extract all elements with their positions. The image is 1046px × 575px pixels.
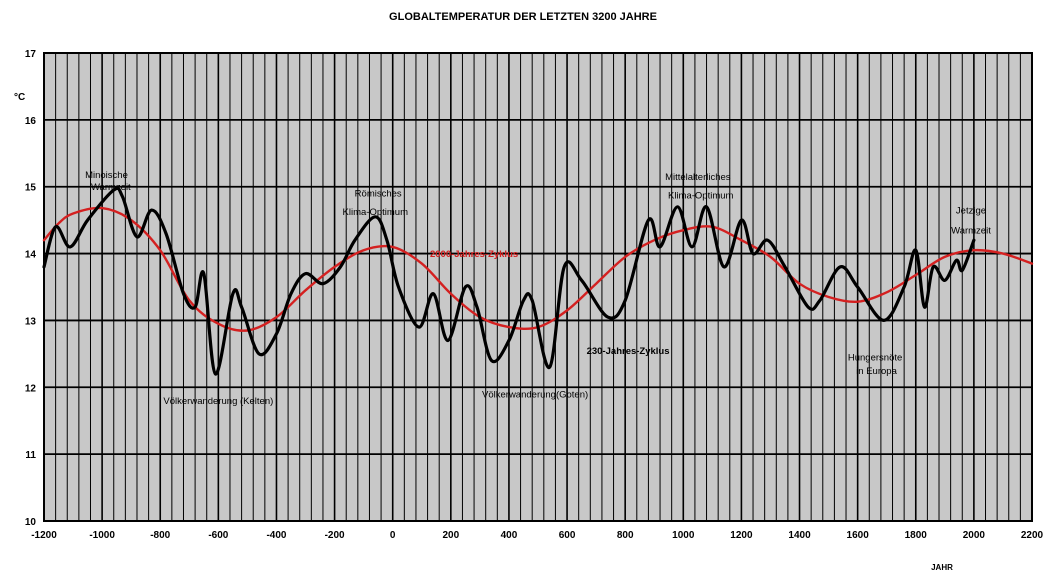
x-tick-label: 1800 (905, 530, 928, 541)
x-axis-label: JAHR (931, 563, 953, 572)
x-tick-label: 1200 (730, 530, 753, 541)
x-tick-label: 1400 (788, 530, 811, 541)
series-line-2000-year-cycle (42, 206, 1034, 332)
x-tick-label: 1000 (672, 530, 695, 541)
annotation-label: Minoische (85, 170, 128, 181)
annotation-label: 230-Jahres-Zyklus (587, 346, 670, 357)
x-tick-label: -1200 (31, 530, 57, 541)
x-tick-labels: -1200 -1000 -800 -600 -400 -200 0 200 400 600 800 1… (31, 530, 1043, 541)
x-tick-label: -600 (208, 530, 228, 541)
annotation-label: Warmzeit (951, 226, 991, 237)
x-tick-label: 2200 (1021, 530, 1044, 541)
annotation-label: Mittelalterliches (665, 172, 731, 183)
y-tick-labels: 10 11 12 13 14 15 16 17 (25, 49, 37, 528)
y-tick-label: 10 (25, 517, 37, 528)
x-tick-label: -400 (266, 530, 286, 541)
annotation-label: Völkerwanderung(Goten) (482, 389, 588, 400)
annotation-label: Warmzeit (91, 182, 131, 193)
x-tick-label: 2000 (963, 530, 986, 541)
y-tick-label: 17 (25, 49, 37, 60)
x-tick-label: 200 (442, 530, 459, 541)
annotation-label: Völkerwanderung (Kelten) (163, 396, 273, 407)
series-layer (42, 186, 1034, 376)
annotation-label: Klima-Optimum (343, 207, 409, 218)
x-tick-label: 0 (390, 530, 396, 541)
y-tick-label: 12 (25, 383, 37, 394)
annotation-label: Jetzige (956, 205, 986, 216)
y-tick-label: 15 (25, 183, 37, 194)
plot-background (44, 53, 1032, 521)
x-tick-label: -800 (150, 530, 170, 541)
x-tick-label: -1000 (89, 530, 115, 541)
chart-title: GLOBALTEMPERATUR DER LETZTEN 3200 JAHRE (389, 11, 657, 23)
annotation-label: Klima-Optimum (668, 191, 734, 202)
y-axis-label: °C (14, 92, 25, 103)
y-tick-label: 13 (25, 316, 37, 327)
y-tick-label: 11 (25, 450, 36, 461)
y-tick-label: 14 (25, 250, 37, 261)
x-tick-label: 1600 (847, 530, 870, 541)
annotation-label: Hungersnöte (848, 353, 902, 364)
plot-border (43, 52, 1033, 522)
x-tick-label: 600 (559, 530, 576, 541)
x-tick-label: 800 (617, 530, 634, 541)
series-line-temperature (42, 186, 976, 376)
x-tick-label: -200 (325, 530, 345, 541)
annotations: MinoischeWarmzeitRömischesKlima-Optimum2… (85, 170, 991, 407)
annotation-label: Römisches (355, 189, 402, 200)
annotation-label: 2000-Jahres-Zyklus (430, 249, 518, 260)
annotation-label: in Europa (856, 366, 897, 377)
y-tick-label: 16 (25, 116, 37, 127)
x-tick-label: 400 (501, 530, 518, 541)
